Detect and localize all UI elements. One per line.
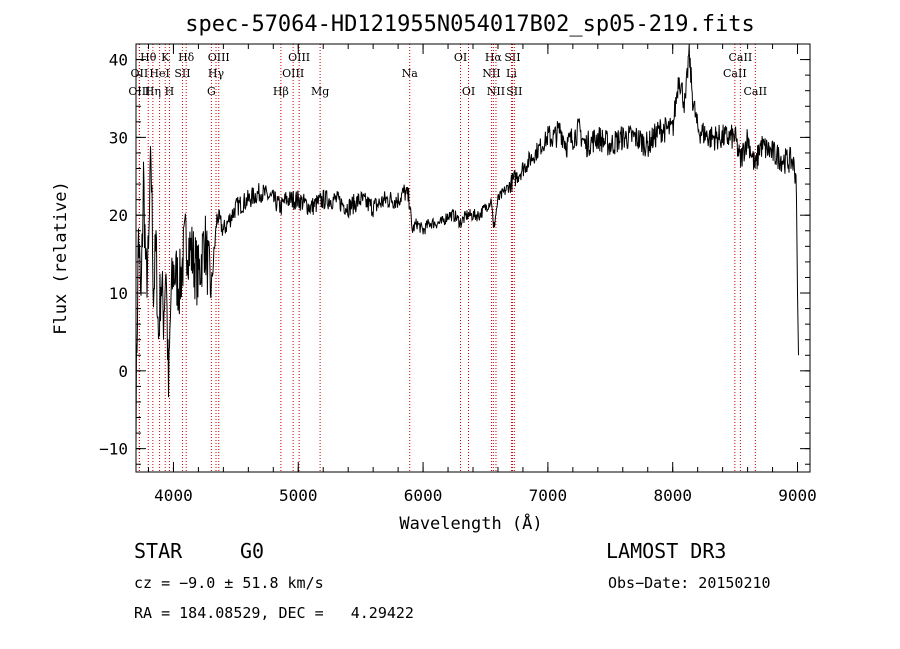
spectral-line-label: Hγ xyxy=(208,67,225,80)
spectral-line-label: Hα xyxy=(485,51,503,64)
x-tick-label: 8000 xyxy=(653,486,692,505)
x-tick-label: 4000 xyxy=(154,486,193,505)
y-tick-label: 0 xyxy=(118,362,128,381)
spectral-line-label: Mg xyxy=(311,85,329,98)
spectral-line-label: OIII xyxy=(208,51,230,64)
x-tick-label: 6000 xyxy=(404,486,443,505)
x-axis-label: Wavelength (Å) xyxy=(399,512,542,534)
spectral-line-label: SII xyxy=(174,67,190,80)
spectral-line-label: Hη xyxy=(145,85,161,98)
x-tick-label: 7000 xyxy=(529,486,568,505)
spectral-line-label: Hβ xyxy=(273,85,289,98)
spectral-line-label: NII xyxy=(482,67,500,80)
y-tick-label: 20 xyxy=(109,206,128,225)
spectral-line-label: H xyxy=(165,85,175,98)
y-axis-label: Flux (relative) xyxy=(51,181,71,335)
spectral-line-label: OII xyxy=(131,67,149,80)
coordinates: RA = 184.08529, DEC = 4.29422 xyxy=(134,604,414,622)
spectral-line-label: OIII xyxy=(282,67,304,80)
spectral-line-label: Hδ xyxy=(178,51,195,64)
spectral-line-label: OIII xyxy=(288,51,310,64)
spectral-line-label: CaII xyxy=(743,85,767,98)
spectral-line-label: SII xyxy=(504,51,520,64)
spectral-line-label: CaII xyxy=(729,51,753,64)
chart-title: spec-57064-HD121955N054017B02_sp05-219.f… xyxy=(185,12,755,37)
y-tick-label: 40 xyxy=(109,51,128,70)
spectral-line-label: OIII xyxy=(128,85,150,98)
spectral-line-label: G xyxy=(207,85,216,98)
x-tick-label: 5000 xyxy=(279,486,318,505)
spectral-line-label: SII xyxy=(506,85,522,98)
spectral-line-label: K xyxy=(161,51,170,64)
spectral-line-label: NII xyxy=(487,85,505,98)
spectral-line-label: Li xyxy=(506,67,517,80)
y-tick-label: 30 xyxy=(109,128,128,147)
survey-name: LAMOST DR3 xyxy=(606,539,727,563)
spectrum-line xyxy=(135,43,799,445)
spectral-line-label: HeI xyxy=(149,67,169,80)
y-tick-label: −10 xyxy=(99,440,128,459)
spectral-line-label: Na xyxy=(402,67,419,80)
object-subclass: G0 xyxy=(240,539,265,563)
object-class: STAR xyxy=(134,539,183,563)
spectral-line-label: OI xyxy=(454,51,467,64)
x-tick-label: 9000 xyxy=(778,486,817,505)
y-tick-label: 10 xyxy=(109,284,128,303)
observation-date: Obs−Date: 20150210 xyxy=(608,574,771,592)
spectral-line-label: Hθ xyxy=(140,51,157,64)
plot-frame xyxy=(135,43,811,473)
spectral-line-label: CaII xyxy=(723,67,747,80)
redshift-velocity: cz = −9.0 ± 51.8 km/s xyxy=(134,574,324,592)
spectral-line-label: OI xyxy=(462,85,475,98)
